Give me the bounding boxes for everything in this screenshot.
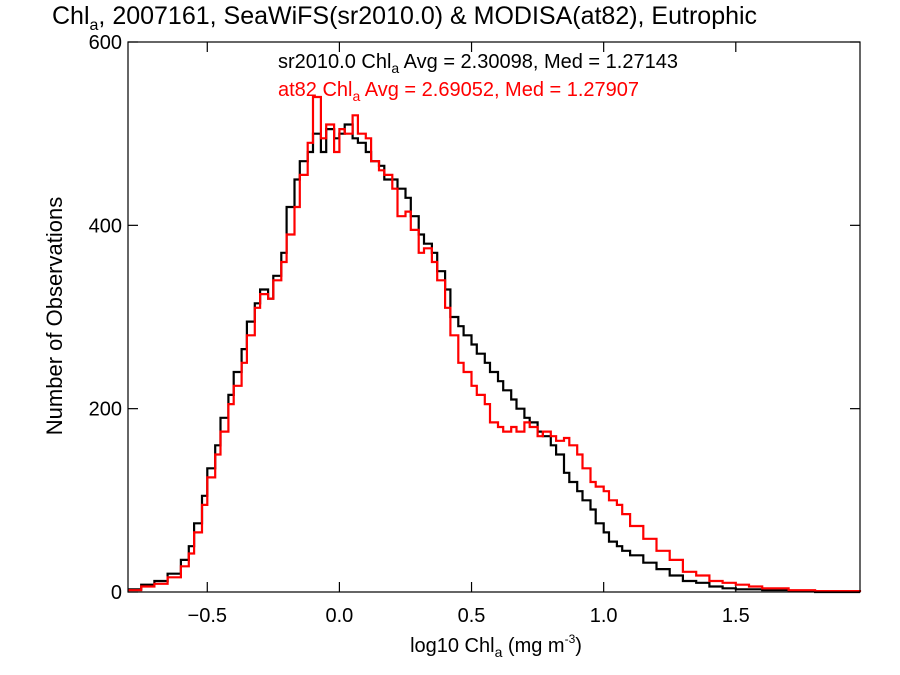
y-axis-label: Number of Observations: [42, 197, 67, 435]
legend-item-sr2010: sr2010.0 Chla Avg = 2.30098, Med = 1.271…: [278, 51, 678, 76]
series-layer: [128, 95, 862, 594]
x-tick-label: −0.5: [188, 605, 227, 627]
x-axis-label: log10 Chla (mg m-3): [410, 632, 582, 660]
y-tick-label: 400: [89, 215, 122, 237]
y-tick-label: 0: [111, 582, 122, 604]
series-line-sr2010: [128, 123, 860, 594]
chart-title: Chla, 2007161, SeaWiFS(sr2010.0) & MODIS…: [52, 2, 757, 34]
axis-ticks: −0.5 0.0 0.5 1.0 1.5 0 200 400 600: [89, 32, 860, 627]
x-tick-label: 1.0: [590, 605, 618, 627]
series-line-at82: [128, 95, 862, 593]
x-tick-label: 0.0: [326, 605, 354, 627]
legend-item-at82: at82 Chla Avg = 2.69052, Med = 1.27907: [278, 79, 639, 104]
y-tick-label: 200: [89, 399, 122, 421]
x-tick-label: 1.5: [722, 605, 750, 627]
plot-frame: [127, 41, 861, 593]
x-tick-label: 0.5: [458, 605, 486, 627]
y-tick-label: 600: [89, 32, 122, 54]
